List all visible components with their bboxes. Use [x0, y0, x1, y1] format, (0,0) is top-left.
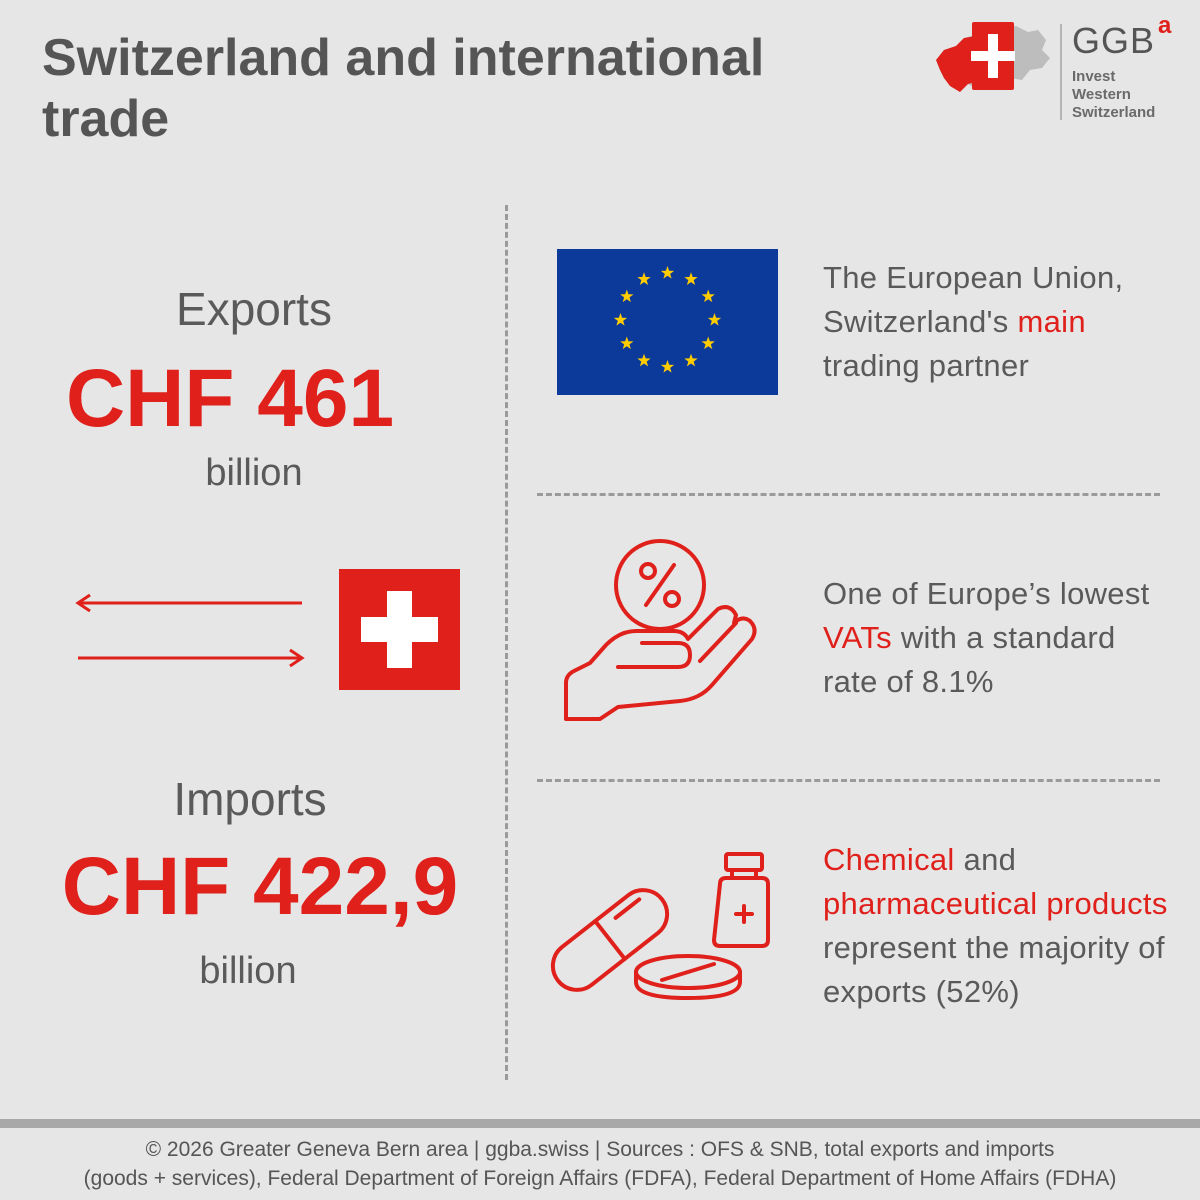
eu-fact-highlight: main: [1017, 304, 1086, 339]
trade-arrows-icon: [75, 593, 305, 668]
pharma-fact-line-4: exports (52%): [823, 974, 1020, 1009]
logo-divider: [1060, 24, 1062, 120]
footer-bar: [0, 1119, 1200, 1128]
logo-line-switzerland: Switzerland: [1072, 104, 1156, 121]
switzerland-map-icon: [936, 22, 1050, 92]
pharma-fact-highlight-1: Chemical: [823, 842, 955, 877]
divider-1: [537, 493, 1160, 496]
imports-value: CHF 422,9: [61, 841, 459, 932]
exports-unit: billion: [205, 452, 303, 494]
pharma-fact-highlight-2: pharmaceutical products: [823, 886, 1168, 921]
footer-line-1: © 2026 Greater Geneva Bern area | ggba.s…: [145, 1138, 1055, 1161]
exports-label: Exports: [176, 283, 332, 335]
pharma-fact-text: Chemical and pharmaceutical products rep…: [823, 838, 1198, 1014]
vat-fact-line-2: VATs with a standard: [823, 616, 1193, 660]
pharma-fact-line-3: represent the majority of: [823, 930, 1165, 965]
eu-fact-line-1: The European Union,: [823, 260, 1124, 295]
vat-fact-line-1: One of Europe’s lowest: [823, 576, 1150, 611]
logo-superscript: a: [1158, 12, 1172, 39]
percent-hand-icon: [564, 539, 757, 721]
eu-fact-line-2: Switzerland's main: [823, 300, 1193, 344]
footer: © 2026 Greater Geneva Bern area | ggba.s…: [0, 1135, 1200, 1193]
imports-label: Imports: [173, 773, 327, 825]
vat-fact-highlight: VATs: [823, 620, 892, 655]
eu-flag-icon: [557, 249, 778, 395]
logo-line-invest: Invest: [1072, 68, 1116, 85]
vat-fact-line-2-text: with a standard: [891, 620, 1116, 655]
swiss-flag-icon: [339, 569, 460, 690]
imports-unit: billion: [199, 950, 297, 992]
vat-fact-text: One of Europe’s lowest VATs with a stand…: [823, 572, 1193, 704]
eu-fact-line-3: trading partner: [823, 348, 1030, 383]
logo-line-western: Western: [1072, 86, 1131, 103]
pills-bottle-icon: [550, 852, 770, 1000]
exports-value: CHF 461: [65, 353, 395, 444]
pharma-fact-line-1: Chemical and: [823, 838, 1198, 882]
ggba-logo: GGB a Invest Western Switzerland: [930, 12, 1171, 130]
vat-fact-line-3: rate of 8.1%: [823, 664, 994, 699]
vertical-divider: [505, 205, 508, 1080]
footer-line-2: (goods + services), Federal Department o…: [83, 1167, 1117, 1190]
logo-brand: GGB: [1072, 20, 1156, 61]
eu-fact-text: The European Union, Switzerland's main t…: [823, 256, 1193, 388]
eu-fact-line-2-text: Switzerland's: [823, 304, 1018, 339]
divider-2: [537, 779, 1160, 782]
page-title: Switzerland and international trade: [42, 29, 765, 148]
pharma-fact-line-1-text: and: [954, 842, 1017, 877]
